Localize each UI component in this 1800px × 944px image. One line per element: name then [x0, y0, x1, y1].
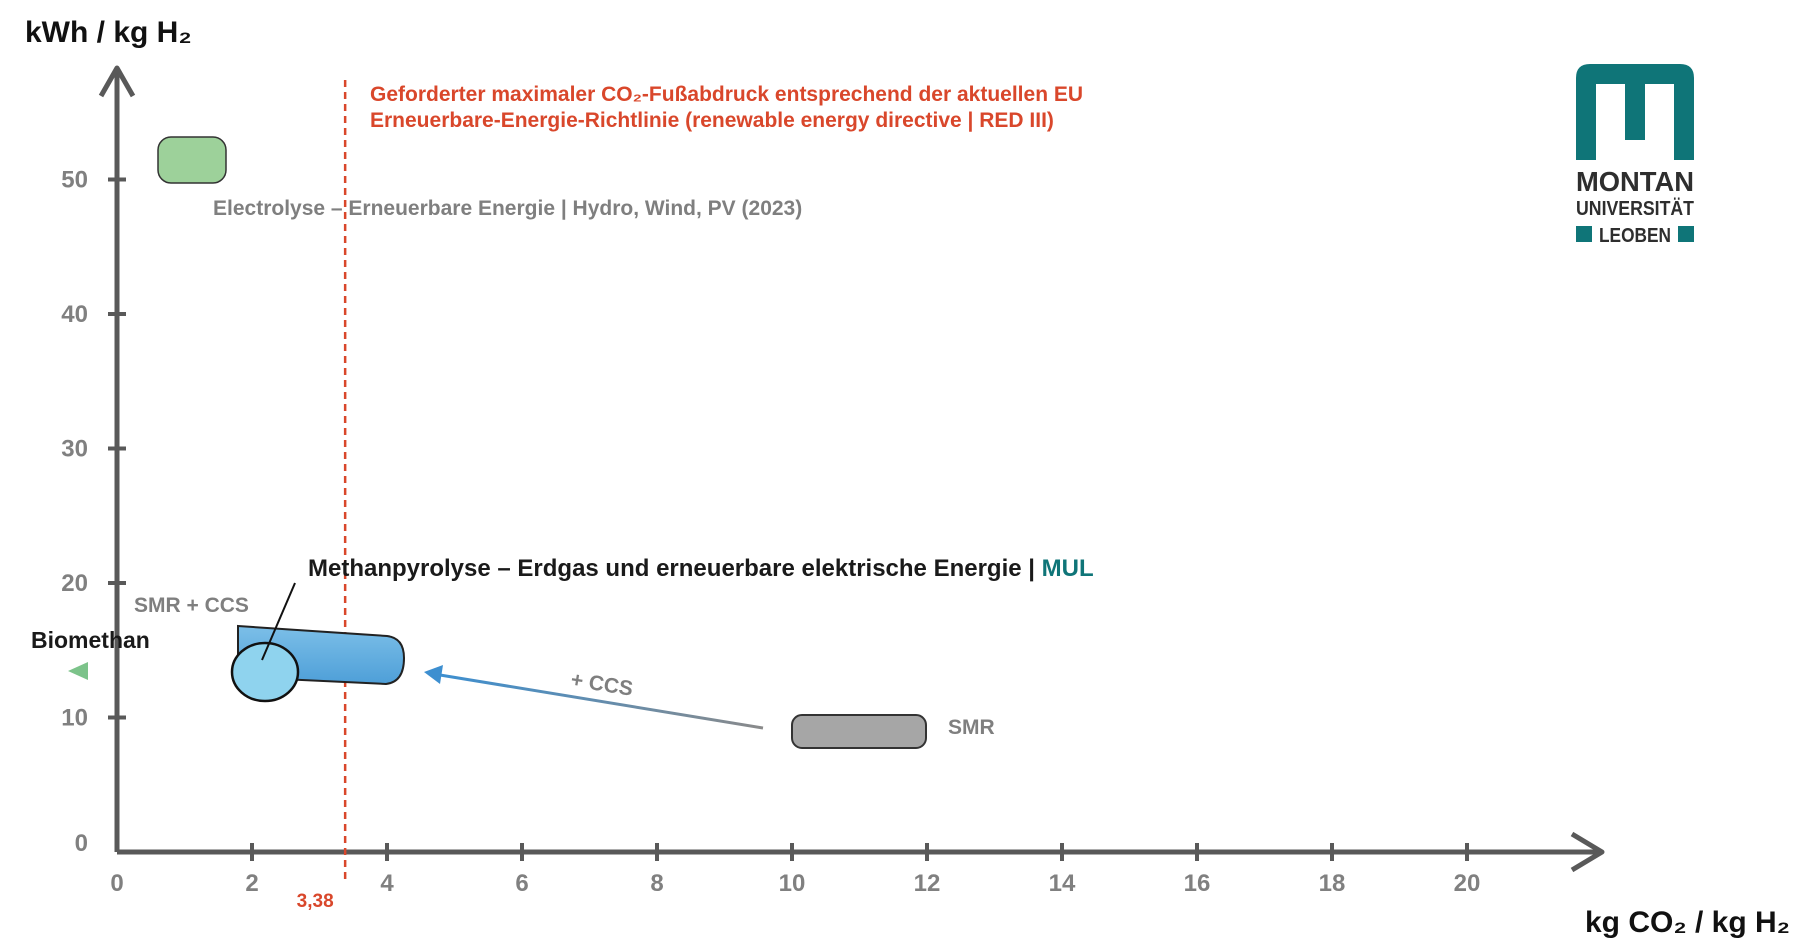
x-tick-label: 20: [1454, 870, 1481, 897]
ccs-arrowhead: [424, 665, 443, 684]
x-tick-label: 12: [914, 870, 941, 897]
x-tick-label: 0: [110, 870, 123, 897]
biomethan-label: Biomethan: [31, 627, 150, 653]
threshold-annotation-line1: Geforderter maximaler CO₂-Fußabdruck ent…: [370, 83, 1083, 106]
smr-label: SMR: [948, 716, 995, 739]
y-tick-label: 0: [75, 830, 88, 857]
methanpyrolyse-leader: [261, 582, 296, 661]
logo-mark: [1576, 64, 1694, 160]
y-tick-label: 20: [61, 570, 88, 597]
x-tick-label: 14: [1049, 870, 1076, 897]
x-tick-label: 10: [779, 870, 806, 897]
x-tick-label: 16: [1184, 870, 1211, 897]
x-tick-label: 18: [1319, 870, 1346, 897]
threshold-annotation-line2: Erneuerbare-Energie-Richtlinie (renewabl…: [370, 109, 1054, 132]
x-axis-title-text: kg CO₂ / kg H₂: [1585, 906, 1790, 939]
logo-bar-right: [1678, 226, 1694, 242]
ccs-arrow-label: + CCS: [569, 668, 634, 700]
electrolyse-region: [157, 136, 227, 184]
logo-line3: LEOBEN: [1599, 225, 1671, 247]
electrolyse-label: Electrolyse – Erneuerbare Energie | Hydr…: [213, 197, 802, 220]
smr-region: [791, 714, 927, 749]
ticks: 0 2 4 6 8 10 12 14 16 18 20 0 10 20 30 40 50: [61, 167, 1480, 898]
smr-ccs-label: SMR + CCS: [134, 594, 249, 617]
logo-bar-left: [1576, 226, 1592, 242]
methanpyrolyse-label-mul: MUL: [1042, 555, 1094, 582]
y-axis-arrowhead: [98, 65, 136, 98]
ccs-arrow: [439, 673, 764, 730]
x-tick-label: 8: [650, 870, 663, 897]
methanpyrolyse-label: Methanpyrolyse – Erdgas und erneuerbare …: [308, 555, 1094, 582]
threshold-value-label: 3,38: [297, 891, 334, 912]
y-axis-title-text: kWh / kg H₂: [25, 16, 192, 49]
y-tick-label: 10: [61, 705, 88, 732]
logo-line1: MONTAN: [1576, 166, 1694, 197]
x-axis-arrowhead: [1570, 831, 1605, 873]
y-axis-title: kWh / kg H₂: [25, 16, 192, 49]
x-tick-label: 6: [515, 870, 528, 897]
logo-line2: UNIVERSITÄT: [1576, 197, 1694, 220]
methanpyrolyse-region: [230, 641, 300, 703]
x-tick-label: 4: [380, 870, 394, 897]
montanuniversitaet-logo: MONTAN UNIVERSITÄT LEOBEN: [1576, 64, 1694, 247]
y-tick-label: 40: [61, 301, 88, 328]
methanpyrolyse-label-main: Methanpyrolyse – Erdgas und erneuerbare …: [308, 555, 1042, 582]
axes: [98, 65, 1605, 873]
y-tick-label: 50: [61, 167, 88, 194]
y-tick-label: 30: [61, 436, 88, 463]
x-tick-label: 2: [245, 870, 258, 897]
x-axis-title: kg CO₂ / kg H₂: [1585, 906, 1790, 939]
biomethan-arrowhead: [68, 662, 88, 680]
